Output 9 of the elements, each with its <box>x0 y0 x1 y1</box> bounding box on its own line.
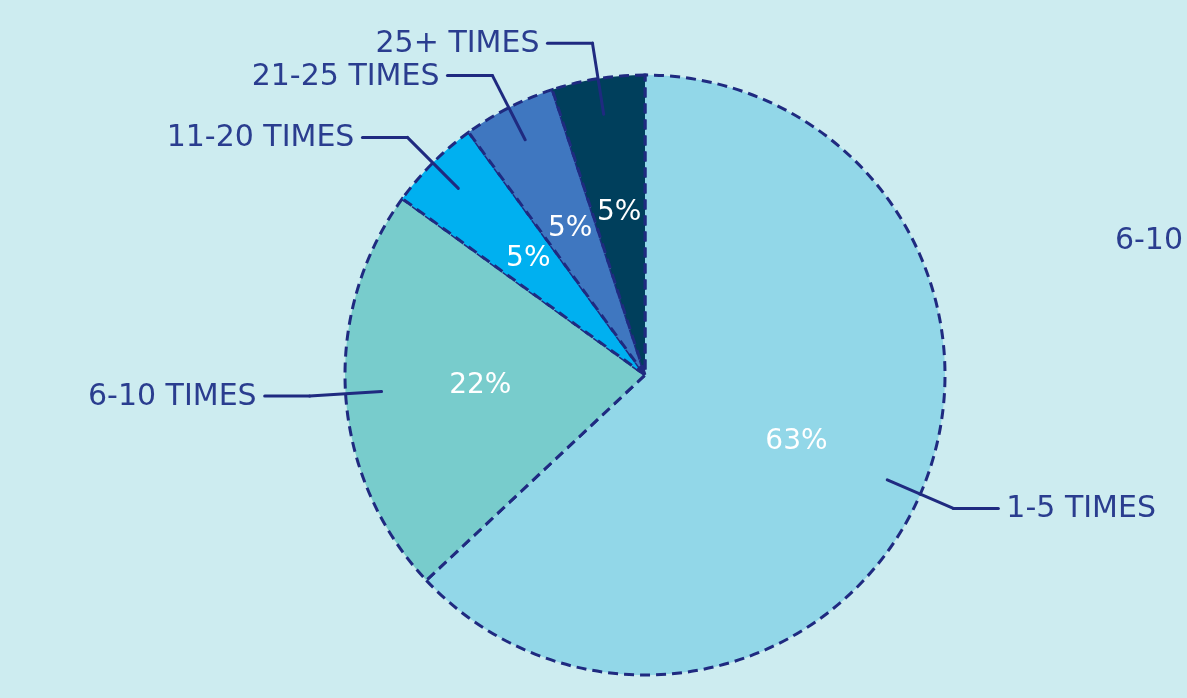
slice-label: 11-20 TIMES <box>166 118 355 154</box>
data-label: 22% <box>449 367 512 401</box>
text: 6-10 <box>1114 221 1183 256</box>
legend-label: 1-5 TIMES <box>1006 489 1156 525</box>
data-label: 63% <box>765 422 828 456</box>
data-label: 5% <box>506 240 551 274</box>
data-label: 5% <box>547 209 593 243</box>
data-label: 5% <box>596 194 642 228</box>
slice-label: 6-10 TIMES <box>87 377 257 413</box>
